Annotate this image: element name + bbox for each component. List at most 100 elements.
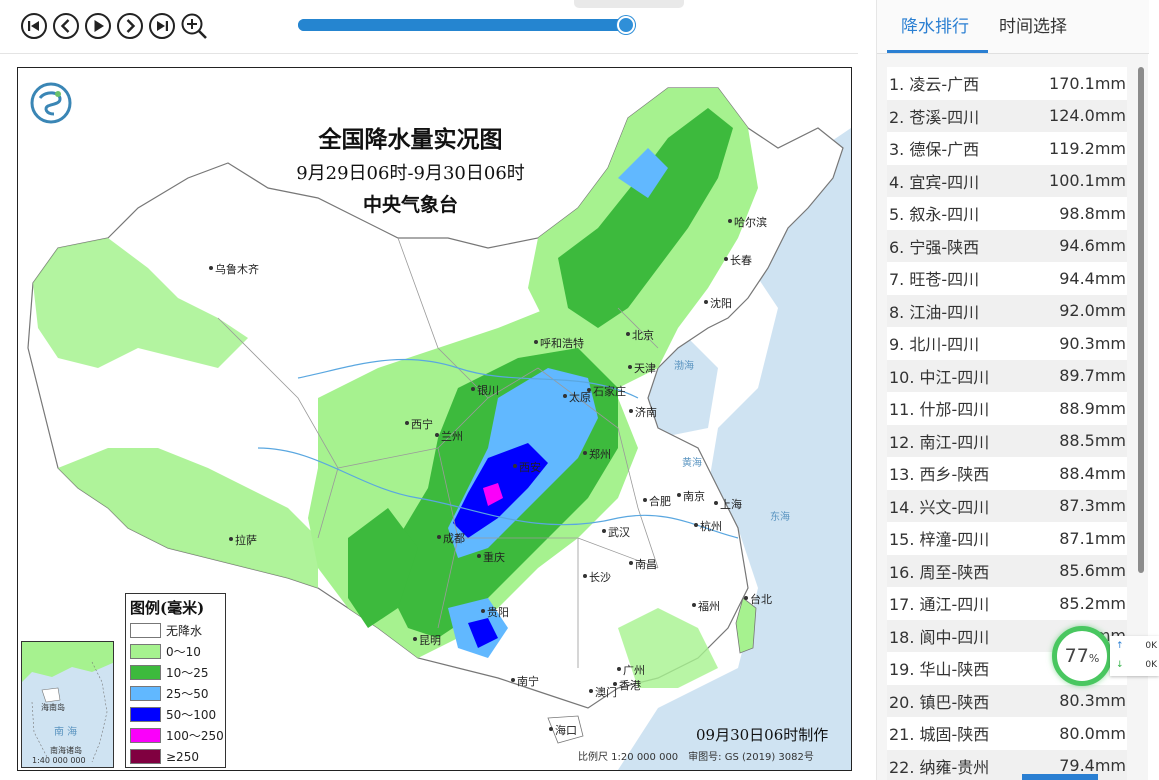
weather-logo-icon [30,82,72,124]
zoom-in-button[interactable] [180,12,208,40]
upload-arrow-icon: ↑ [1116,641,1124,651]
ranking-row[interactable]: 1. 凌云-广西 170.1mm [887,67,1127,100]
inset-label: 海南岛 [41,703,65,712]
city-label: 重庆 [477,551,505,564]
prev-frame-button[interactable] [52,12,80,40]
map-title: 全国降水量实况图 [318,126,503,153]
inset-islands-label: 南海诸岛 [50,746,82,755]
ranking-row[interactable]: 4. 宜宾-四川 100.1mm [887,164,1127,197]
city-label: 昆明 [413,634,441,647]
netmon-percent: 77 [1064,645,1089,667]
ranking-station: 21. 城固-陕西 [889,725,990,745]
city-label: 贵阳 [481,606,509,619]
ranking-panel: 降水排行 时间选择 1. 凌云-广西 170.1mm 2. 苍溪-四川 124.0mm… [876,0,1149,780]
last-frame-button[interactable] [148,12,176,40]
ranking-value: 80.3mm [1059,691,1126,711]
city-label: 福州 [692,600,720,613]
ranking-station: 15. 梓潼-四川 [889,530,990,550]
ranking-station: 10. 中江-四川 [889,367,990,387]
legend-label: 100～250 [166,729,224,743]
upload-speed: 0K [1145,641,1157,651]
scale-note: 比例尺 1:20 000 000 审图号: GS (2019) 3082号 [578,752,814,763]
city-label: 海口 [549,724,577,737]
ranking-value: 94.6mm [1059,236,1126,256]
ranking-station: 12. 南江-四川 [889,432,990,452]
ranking-value: 88.5mm [1059,431,1126,451]
ranking-row[interactable]: 2. 苍溪-四川 124.0mm [887,99,1127,132]
play-button[interactable] [84,12,112,40]
ranking-value: 94.4mm [1059,268,1126,288]
time-slider[interactable] [298,16,636,34]
city-label: 天津 [628,362,656,375]
playback-toolbar [0,0,858,54]
first-frame-button[interactable] [20,12,48,40]
slider-handle[interactable] [616,16,635,34]
network-monitor-widget[interactable]: 77% [1052,626,1112,686]
ranking-station: 2. 苍溪-四川 [889,107,980,127]
ranking-row[interactable]: 11. 什邡-四川 88.9mm [887,392,1127,425]
city-label: 太原 [563,391,591,404]
ranking-value: 85.6mm [1059,561,1126,581]
tab-time-select[interactable]: 时间选择 [999,17,1067,37]
ranking-row[interactable]: 20. 镇巴-陕西 80.3mm [887,684,1127,717]
ranking-value: 119.2mm [1049,138,1126,158]
ranking-row[interactable]: 7. 旺苍-四川 94.4mm [887,262,1127,295]
ranking-row[interactable]: 6. 宁强-陕西 94.6mm [887,229,1127,262]
city-label: 郑州 [583,448,611,461]
ranking-row[interactable]: 21. 城固-陕西 80.0mm [887,717,1127,750]
panel-tabs: 降水排行 时间选择 [877,0,1149,54]
ranking-row[interactable]: 10. 中江-四川 89.7mm [887,359,1127,392]
ranking-value: 170.1mm [1049,73,1126,93]
ranking-row[interactable]: 3. 德保-广西 119.2mm [887,132,1127,165]
legend-item: 25～50 [130,683,221,704]
ranking-row[interactable]: 9. 北川-四川 90.3mm [887,327,1127,360]
ranking-row[interactable]: 17. 通江-四川 85.2mm [887,587,1127,620]
ranking-row[interactable]: 15. 梓潼-四川 87.1mm [887,522,1127,555]
city-label: 沈阳 [704,297,732,310]
map-period: 9月29日06时-9月30日06时 [296,163,525,184]
bottom-action-button[interactable] [1022,774,1098,780]
ranking-station: 6. 宁强-陕西 [889,237,980,257]
ranking-station: 4. 宜宾-四川 [889,172,980,192]
city-label: 西安 [513,461,541,474]
ranking-row[interactable]: 13. 西乡-陕西 88.4mm [887,457,1127,490]
ranking-station: 20. 镇巴-陕西 [889,692,990,712]
sea-label: 渤海 [674,361,694,372]
city-label: 拉萨 [229,534,257,547]
tab-precip-ranking[interactable]: 降水排行 [901,17,969,37]
ranking-station: 13. 西乡-陕西 [889,465,990,485]
ranking-row[interactable]: 14. 兴文-四川 87.3mm [887,489,1127,522]
ranking-row[interactable]: 8. 江油-四川 92.0mm [887,294,1127,327]
slider-tooltip [574,0,684,8]
ranking-row[interactable]: 5. 叙永-四川 98.8mm [887,197,1127,230]
legend-swatch [130,623,161,638]
city-label: 西宁 [405,418,433,431]
city-label: 武汉 [602,526,630,539]
legend-swatch [130,707,161,722]
legend-swatch [130,728,161,743]
legend-item: 10～25 [130,662,221,683]
city-label: 广州 [617,664,645,677]
ranking-scrollbar[interactable] [1138,67,1144,573]
ranking-value: 79.4mm [1059,756,1126,776]
china-map-graphic [27,87,851,770]
ranking-value: 88.4mm [1059,463,1126,483]
legend-item: ≥250 [130,746,221,767]
ranking-row[interactable]: 22. 纳雍-贵州 79.4mm [887,749,1127,780]
ranking-value: 124.0mm [1049,106,1126,126]
ranking-station: 1. 凌云-广西 [889,75,980,95]
ranking-station: 5. 叙永-四川 [889,205,980,225]
city-label: 济南 [629,406,657,419]
ranking-row[interactable]: 16. 周至-陕西 85.6mm [887,554,1127,587]
legend-swatch [130,665,161,680]
ranking-value: 85.2mm [1059,593,1126,613]
city-label: 乌鲁木齐 [209,263,259,276]
next-frame-button[interactable] [116,12,144,40]
city-label: 南昌 [629,558,657,571]
precipitation-map[interactable]: 全国降水量实况图 9月29日06时-9月30日06时 中央气象台 乌鲁木齐 哈尔… [17,67,852,771]
ranking-row[interactable]: 12. 南江-四川 88.5mm [887,424,1127,457]
city-label: 上海 [714,498,742,511]
ranking-list[interactable]: 1. 凌云-广西 170.1mm 2. 苍溪-四川 124.0mm 3. 德保-广西 11… [887,67,1127,780]
ranking-station: 19. 华山-陕西 [889,660,990,680]
